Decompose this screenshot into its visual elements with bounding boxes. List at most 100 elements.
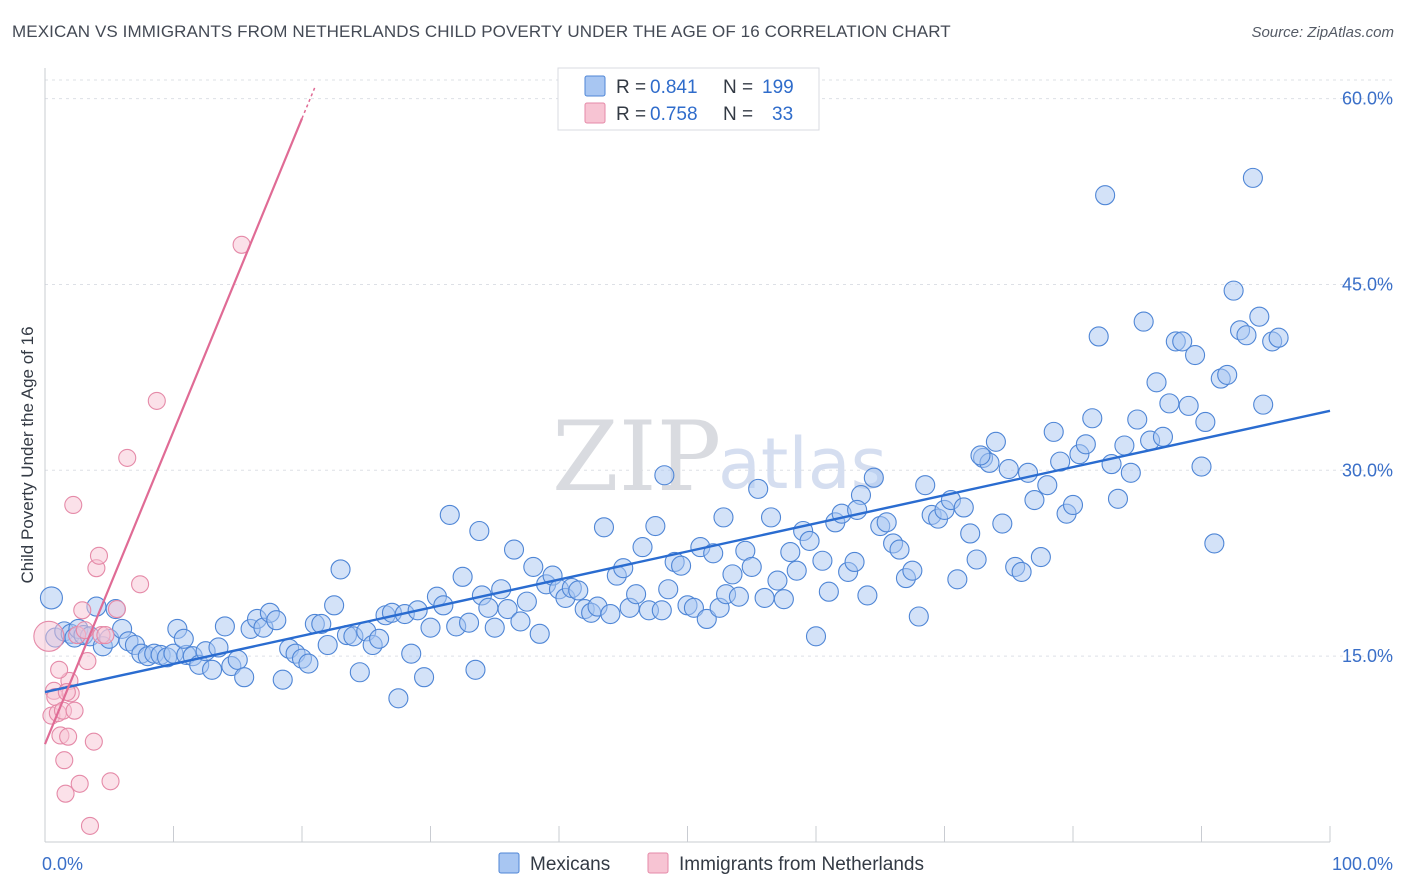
mexicans-point <box>227 649 248 670</box>
mexicans-point <box>1204 533 1225 554</box>
mexicans-point <box>863 467 884 488</box>
mexicans-point <box>401 643 422 664</box>
mexicans-point <box>818 581 839 602</box>
mexicans-point <box>1159 393 1180 414</box>
mexicans-point <box>748 478 769 499</box>
mexicans-point <box>330 559 351 580</box>
series-legend: Mexicans Immigrants from Netherlands <box>498 852 924 875</box>
mexicans-point <box>1191 456 1212 477</box>
watermark: ZIP atlas <box>552 401 887 513</box>
netherlands-trend-extension <box>301 87 316 119</box>
mexicans-trend-line <box>44 409 1331 694</box>
mexicans-point <box>947 569 968 590</box>
mexicans-point <box>805 626 827 647</box>
mexicans-point <box>722 564 743 585</box>
mexicans-point <box>1253 394 1274 415</box>
mexicans-point <box>645 515 666 537</box>
legend-r-label: R = <box>616 77 646 98</box>
mexicans-point <box>1146 372 1167 393</box>
mexicans-point <box>317 634 338 656</box>
mexicans-point <box>754 587 775 608</box>
mexicans-point <box>369 628 390 649</box>
mexicans-point <box>960 523 981 544</box>
mexicans-point <box>1172 331 1193 352</box>
mexicans-point <box>683 597 704 618</box>
grid-lines <box>45 79 1394 657</box>
mexicans-point <box>214 616 235 637</box>
mexicans-point <box>713 507 734 528</box>
y-axis-label: Child Poverty Under the Age of 16 <box>18 326 37 583</box>
netherlands-point <box>70 774 89 793</box>
netherlands-trend-line <box>43 117 304 745</box>
mexicans-point <box>173 628 194 649</box>
mexicans-point <box>439 504 460 525</box>
mexicans-point <box>593 517 615 538</box>
netherlands-point <box>89 546 109 565</box>
mexicans-point <box>812 550 833 571</box>
mexicans-point <box>632 537 653 558</box>
mexicans-point <box>953 497 974 518</box>
mexicans-point <box>600 603 621 625</box>
mexicans-point <box>478 597 499 618</box>
mexicans-point <box>1195 411 1216 433</box>
mexicans-point <box>1268 327 1289 348</box>
legend-n-label: N = <box>723 77 753 98</box>
y-tick-label: 15.0% <box>1342 646 1393 666</box>
netherlands-point <box>65 701 84 720</box>
mexicans-point <box>992 513 1013 534</box>
mexicans-point <box>1082 408 1103 429</box>
mexicans-point <box>780 542 801 563</box>
mexicans-point <box>966 549 987 570</box>
mexicans-point <box>1050 451 1071 472</box>
legend-r-label: R = <box>616 104 646 125</box>
mexicans-point <box>651 600 672 621</box>
mexicans-point <box>202 659 223 680</box>
mexicans-point <box>760 507 782 528</box>
legend-r-value: 0.758 <box>650 104 698 125</box>
legend-swatch-netherlands <box>584 102 606 124</box>
mexicans-point <box>1062 494 1084 516</box>
series-mexicans-points <box>39 167 1289 709</box>
mexicans-point <box>1024 489 1045 511</box>
mexicans-point <box>298 653 319 674</box>
y-tick-label: 60.0% <box>1342 89 1393 109</box>
netherlands-point <box>131 575 150 594</box>
legend-swatch-mexicans <box>584 75 606 97</box>
chart-title: MEXICAN VS IMMIGRANTS FROM NETHERLANDS C… <box>12 22 951 41</box>
mexicans-point <box>388 688 409 709</box>
mexicans-point <box>414 667 435 688</box>
mexicans-point <box>703 543 724 564</box>
mexicans-point <box>696 608 717 630</box>
mexicans-point <box>1217 364 1238 385</box>
mexicans-point <box>767 570 788 591</box>
mexicans-point <box>857 585 878 606</box>
bottom-legend-label-netherlands: Immigrants from Netherlands <box>679 854 924 875</box>
bottom-legend-swatch-mexicans <box>498 852 520 874</box>
mexicans-point <box>654 465 675 486</box>
netherlands-point <box>56 784 75 803</box>
mexicans-point <box>1107 488 1129 509</box>
x-tick-labels: 0.0% 100.0% <box>42 854 1393 874</box>
mexicans-point <box>1185 345 1206 366</box>
mexicans-point <box>523 556 544 577</box>
netherlands-point <box>147 391 166 410</box>
mexicans-point <box>1178 395 1199 416</box>
mexicans-point <box>452 566 473 587</box>
mexicans-point <box>1114 435 1135 456</box>
mexicans-point <box>626 584 647 605</box>
netherlands-point <box>118 448 137 467</box>
mexicans-point <box>568 580 589 601</box>
netherlands-point <box>73 601 92 620</box>
legend-n-value: 199 <box>762 77 794 98</box>
mexicans-point <box>844 551 865 573</box>
netherlands-point <box>59 727 78 746</box>
mexicans-point <box>786 560 807 581</box>
mexicans-point <box>1043 421 1064 442</box>
legend-n-label: N = <box>723 104 753 125</box>
source-credit: Source: ZipAtlas.com <box>1251 24 1394 41</box>
mexicans-point <box>510 611 531 632</box>
mexicans-point <box>497 599 518 620</box>
mexicans-point <box>458 612 480 633</box>
mexicans-point <box>266 610 287 631</box>
mexicans-point <box>902 560 923 581</box>
